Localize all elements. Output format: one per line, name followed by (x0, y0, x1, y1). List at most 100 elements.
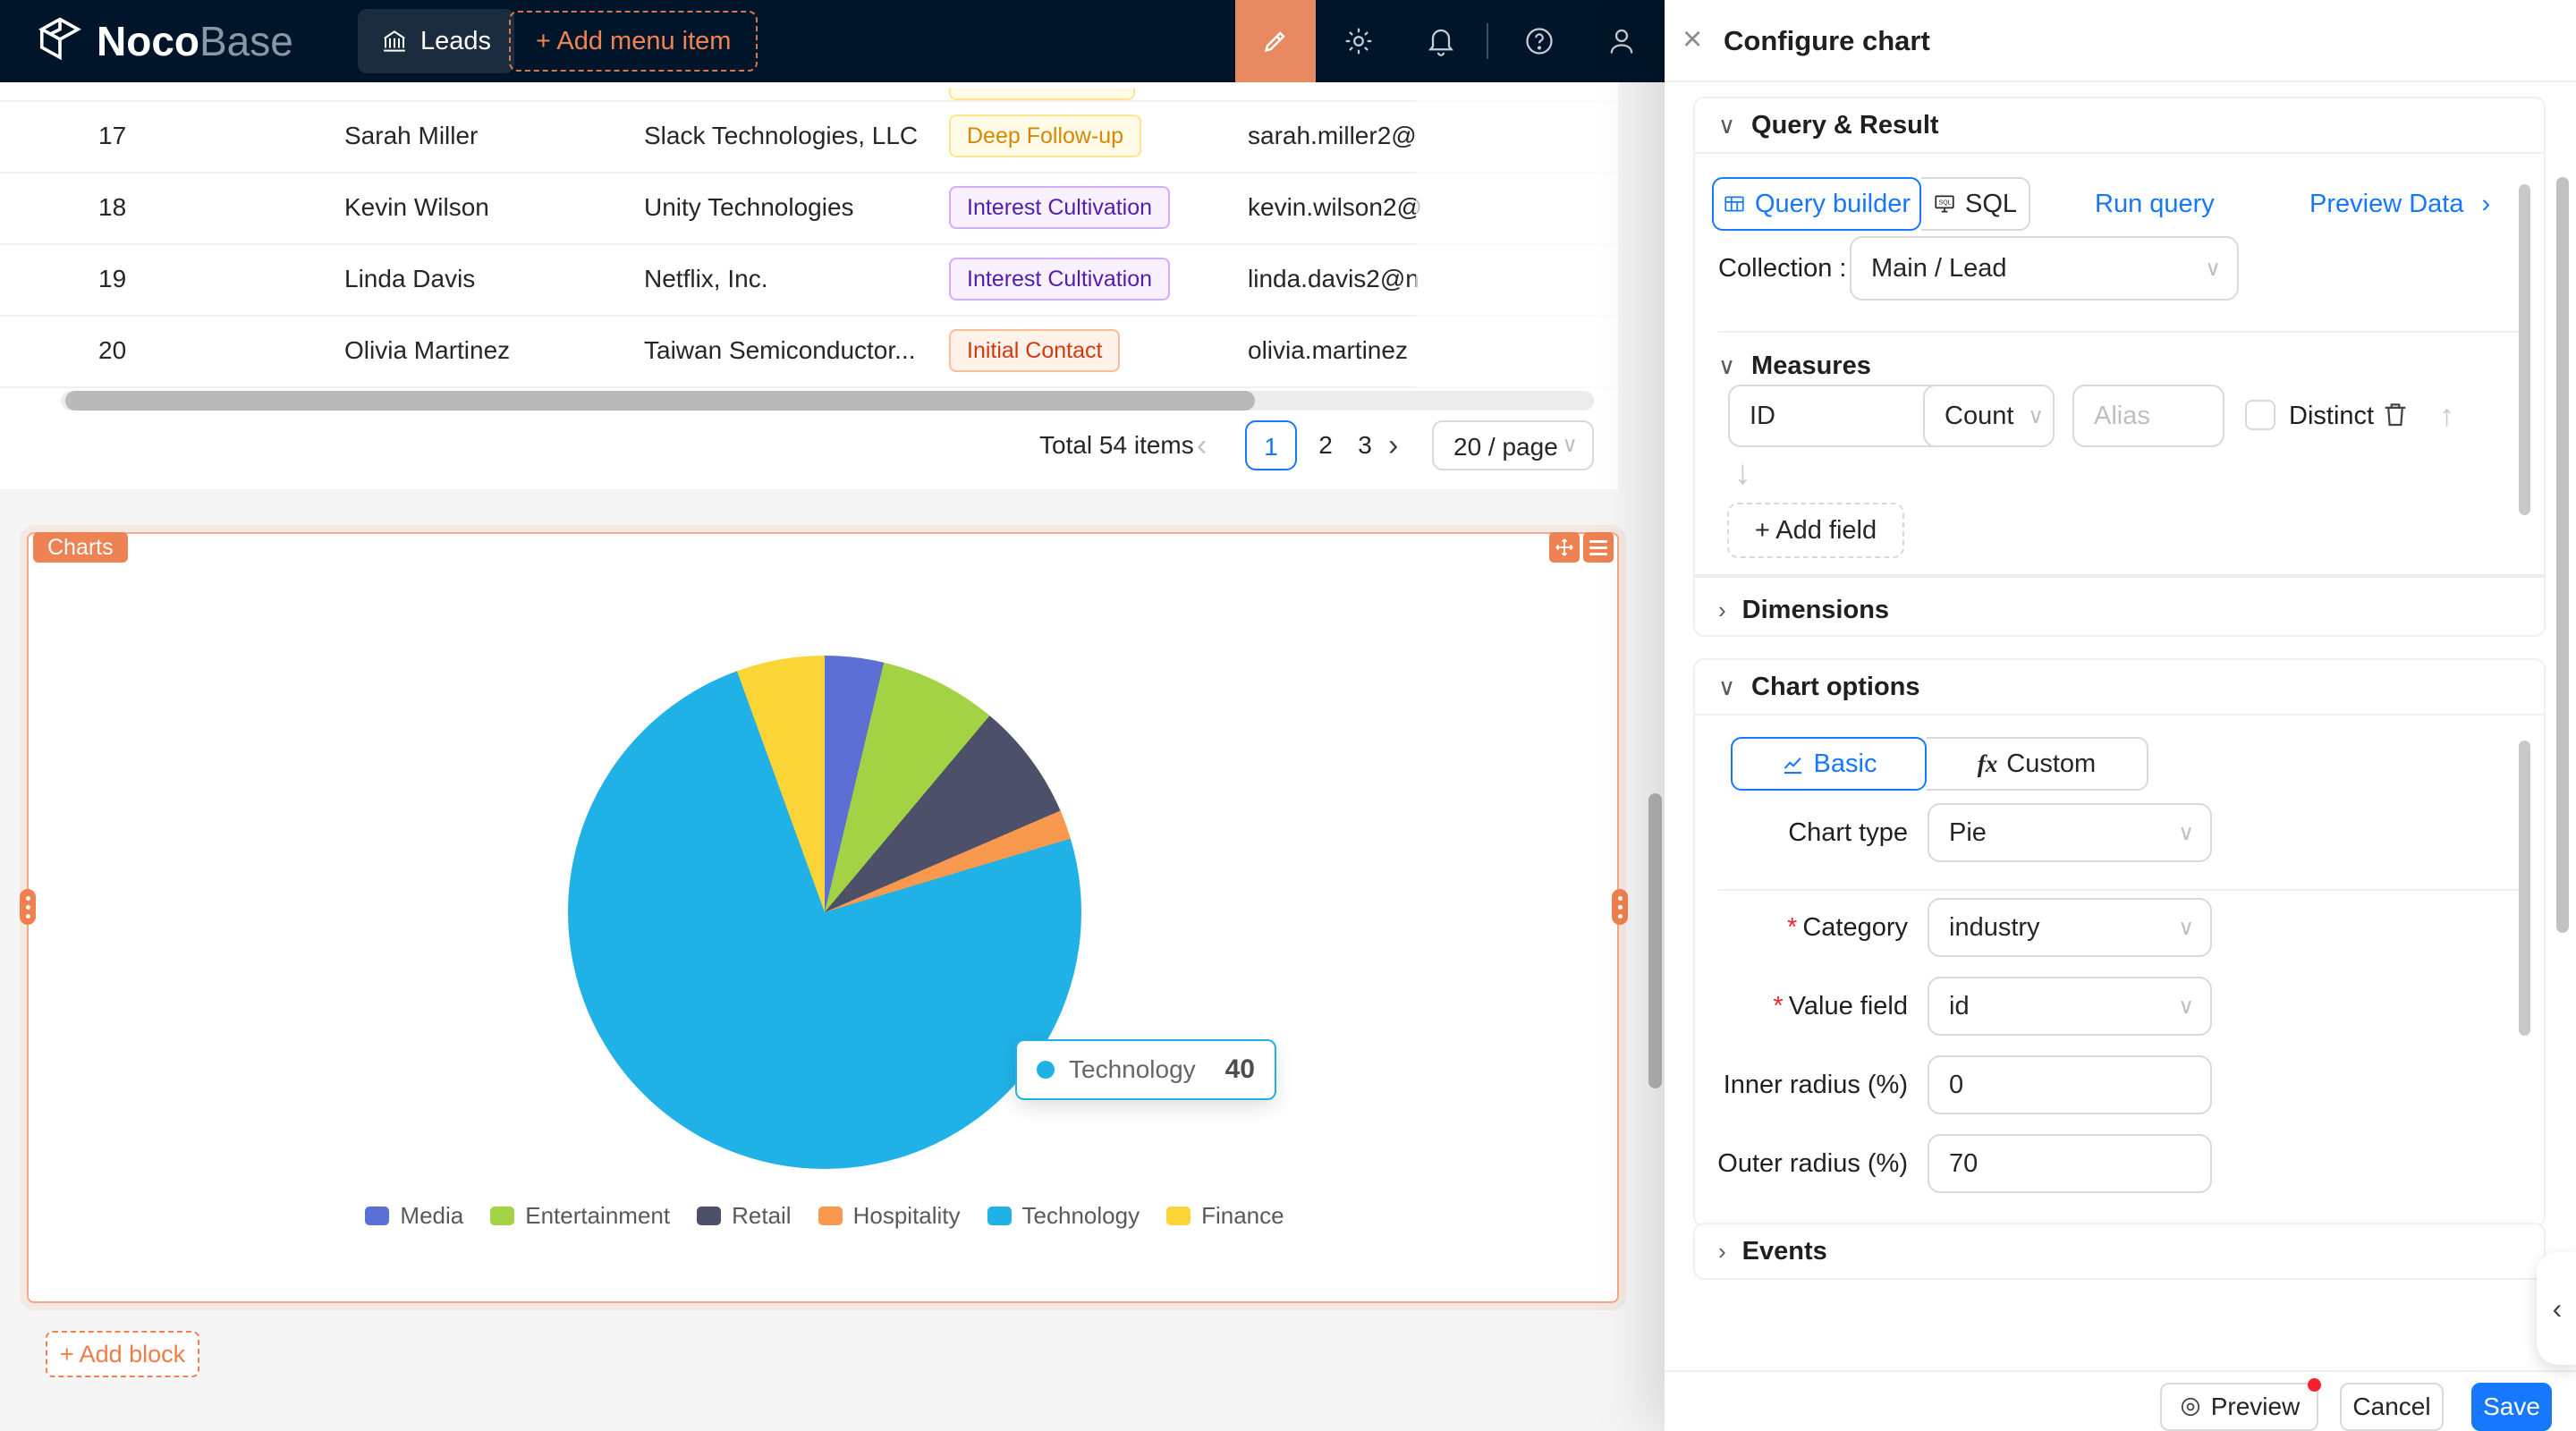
row-index: 17 (98, 122, 127, 149)
preview-button[interactable]: Preview (2160, 1378, 2321, 1431)
page-size-select[interactable]: 20 / page ∨ (1432, 420, 1594, 470)
menu-item-leads-label: Leads (420, 26, 492, 55)
leads-table: 17 Sarah Miller Slack Technologies, LLC … (0, 82, 1618, 489)
help-button[interactable] (1520, 0, 1559, 82)
section-scrollbar-thumb[interactable] (2519, 184, 2530, 515)
distinct-checkbox[interactable] (2245, 400, 2275, 430)
trash-icon (2385, 403, 2406, 427)
chart-options-section: ∨ Chart options Basic fx Custom Chart ty… (1693, 658, 2546, 1227)
user-button[interactable] (1602, 0, 1641, 82)
pagination-page-1[interactable]: 1 (1245, 420, 1297, 470)
content-scrollbar-thumb[interactable] (1648, 793, 1662, 1088)
query-result-section: ∨ Query & Result Query builder SQL SQL R… (1693, 97, 2546, 637)
legend-item[interactable]: Technology (987, 1202, 1140, 1230)
pagination-total: Total 54 items (1039, 431, 1194, 459)
dimensions-header[interactable]: › Dimensions (1718, 595, 1890, 624)
tab-custom[interactable]: fx Custom (1927, 737, 2148, 791)
block-resize-handle-right[interactable] (1612, 889, 1628, 925)
inner-radius-input-wrap (1928, 1055, 2212, 1114)
add-menu-item-button[interactable]: + Add menu item (509, 11, 758, 72)
horizontal-scrollbar[interactable] (61, 391, 1594, 411)
status-badge: Interest Cultivation (949, 186, 1171, 229)
drawer-collapse-handle[interactable]: ‹ (2537, 1252, 2576, 1365)
chevron-right-icon: › (2481, 190, 2491, 218)
charts-block: Charts Technology 40 Media Entertainment… (20, 532, 1628, 1303)
delete-measure-button[interactable] (2380, 399, 2411, 434)
drawer-scrollbar-thumb[interactable] (2556, 177, 2569, 933)
events-section: › Events (1693, 1223, 2546, 1280)
tab-sql[interactable]: SQL SQL (1921, 177, 2030, 231)
chevron-down-icon: ∨ (1718, 351, 1736, 379)
run-query-link[interactable]: Run query (2095, 190, 2215, 218)
inner-radius-input[interactable] (1929, 1057, 2210, 1113)
chart-legend: Media Entertainment Retail Hospitality T… (29, 1202, 1621, 1230)
legend-item[interactable]: Entertainment (490, 1202, 670, 1230)
query-result-header[interactable]: ∨ Query & Result (1695, 98, 2544, 154)
chart-options-header[interactable]: ∨ Chart options (1695, 660, 2544, 716)
move-up-icon[interactable]: ↑ (2439, 399, 2454, 433)
bell-icon (1428, 29, 1454, 56)
aggregation-select[interactable]: Count ∨ (1923, 385, 2055, 447)
settings-button[interactable] (1339, 0, 1378, 82)
cell-email: kevin.wilson2@ (1248, 193, 1422, 221)
table-row[interactable]: 20 Olivia Martinez Taiwan Semiconductor.… (0, 315, 1618, 386)
legend-item[interactable]: Media (365, 1202, 463, 1230)
status-badge: Interest Cultivation (949, 258, 1171, 301)
table-row[interactable]: 19 Linda Davis Netflix, Inc. Interest Cu… (0, 243, 1618, 315)
save-button[interactable]: Save (2471, 1383, 2552, 1431)
value-field-select[interactable]: id ∨ (1928, 977, 2212, 1036)
gear-icon (1345, 28, 1372, 55)
horizontal-scrollbar-thumb[interactable] (65, 391, 1255, 411)
move-icon (1555, 538, 1573, 556)
category-select[interactable]: industry ∨ (1928, 898, 2212, 957)
legend-swatch (1166, 1207, 1191, 1225)
pagination-prev-icon[interactable]: ‹ (1197, 428, 1208, 462)
cell-name: Linda Davis (344, 265, 476, 292)
cancel-button[interactable]: Cancel (2340, 1383, 2444, 1431)
row-index: 19 (98, 265, 127, 292)
alias-input-wrap (2072, 385, 2224, 447)
measures-header[interactable]: ∨ Measures (1718, 351, 1871, 380)
block-menu-button[interactable] (1583, 532, 1614, 563)
sql-monitor-icon: SQL (1935, 195, 1954, 213)
pagination-page-3[interactable]: 3 (1358, 431, 1372, 459)
tooltip-series-dot (1037, 1061, 1055, 1079)
notifications-button[interactable] (1421, 0, 1461, 82)
block-drag-button[interactable] (1549, 532, 1580, 563)
nocobase-logo[interactable]: NocoBase (36, 0, 293, 82)
alias-input[interactable] (2074, 386, 2223, 445)
preview-data-link[interactable]: Preview Data › (2309, 190, 2491, 218)
cell-email: olivia.martinez (1248, 336, 1408, 364)
move-down-icon[interactable]: ↓ (1734, 454, 1751, 492)
add-block-button[interactable]: + Add block (46, 1331, 199, 1377)
block-resize-handle-left[interactable] (20, 889, 36, 925)
tab-basic[interactable]: Basic (1731, 737, 1927, 791)
footer-divider (1665, 1370, 2576, 1372)
unsaved-indicator-dot (2308, 1378, 2321, 1392)
section-scrollbar-thumb[interactable] (2519, 741, 2530, 1036)
cell-name: Sarah Miller (344, 122, 479, 149)
legend-item[interactable]: Finance (1166, 1202, 1284, 1230)
ui-editor-button[interactable] (1235, 0, 1316, 82)
table-row[interactable]: 17 Sarah Miller Slack Technologies, LLC … (0, 100, 1618, 172)
status-badge: Deep Follow-up (949, 114, 1142, 157)
events-header[interactable]: › Events (1718, 1236, 1827, 1266)
close-icon[interactable]: × (1682, 21, 1703, 58)
menu-item-leads[interactable]: Leads (358, 9, 515, 73)
table-row[interactable]: 18 Kevin Wilson Unity Technologies Inter… (0, 172, 1618, 243)
chevron-down-icon: ∨ (2205, 256, 2221, 281)
collection-select[interactable]: Main / Lead ∨ (1850, 236, 2239, 301)
legend-item[interactable]: Hospitality (818, 1202, 961, 1230)
legend-item[interactable]: Retail (697, 1202, 792, 1230)
pie-chart[interactable] (568, 656, 1081, 1169)
outer-radius-input[interactable] (1929, 1136, 2210, 1191)
pagination-page-2[interactable]: 2 (1318, 431, 1333, 459)
cell-name: Kevin Wilson (344, 193, 489, 221)
chart-type-select[interactable]: Pie ∨ (1928, 803, 2212, 862)
tab-query-builder[interactable]: Query builder (1712, 177, 1921, 231)
add-field-button[interactable]: + Add field (1727, 503, 1904, 558)
person-icon (1610, 29, 1633, 54)
pagination-next-icon[interactable]: › (1388, 428, 1399, 462)
charts-block-label: Charts (33, 532, 128, 563)
section-divider (1695, 574, 2544, 578)
